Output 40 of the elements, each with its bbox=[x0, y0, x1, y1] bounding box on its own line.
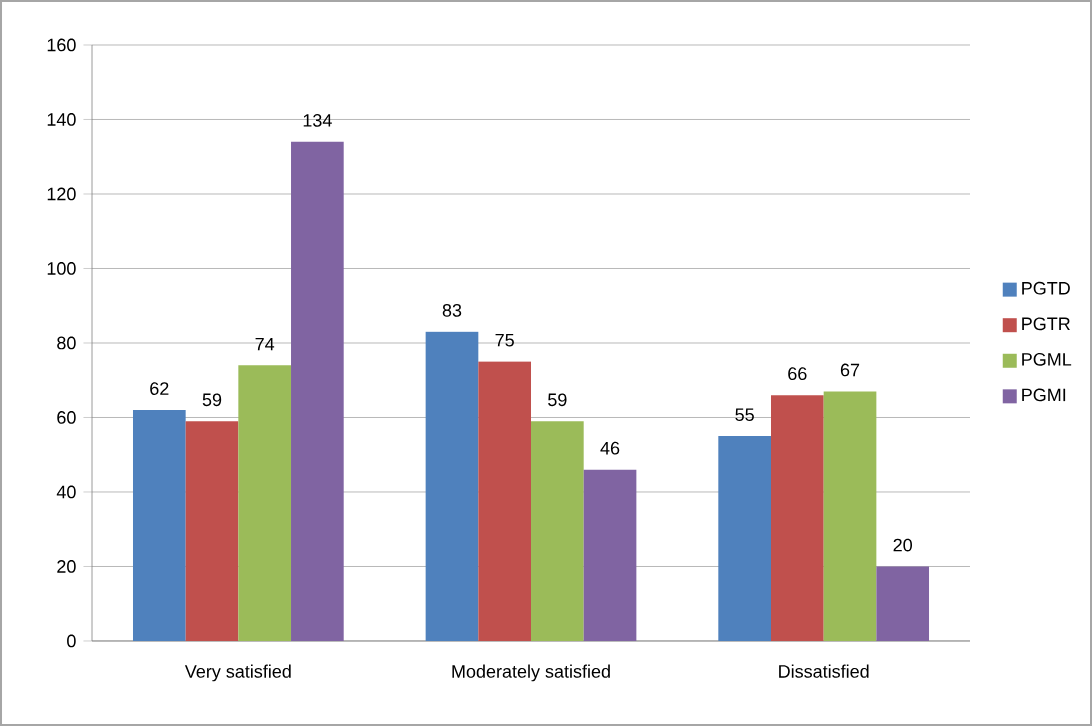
bar bbox=[291, 141, 344, 641]
bar bbox=[771, 395, 824, 641]
bar bbox=[823, 391, 877, 641]
data-label: 134 bbox=[303, 114, 332, 127]
data-label: 62 bbox=[150, 382, 169, 395]
data-label: 66 bbox=[788, 367, 807, 381]
x-tick-label: Moderately satisfied bbox=[452, 664, 610, 682]
bar bbox=[876, 566, 930, 641]
data-label: 83 bbox=[442, 303, 462, 317]
y-tick-label: 80 bbox=[57, 336, 76, 350]
bar bbox=[185, 421, 239, 641]
y-tick-label: 20 bbox=[57, 560, 76, 573]
legend-label: PGTD bbox=[1022, 281, 1070, 295]
bar bbox=[478, 361, 532, 641]
bar bbox=[718, 436, 771, 641]
data-label: 67 bbox=[840, 363, 860, 377]
y-tick-label: 40 bbox=[56, 485, 76, 499]
y-tick-label: 100 bbox=[47, 262, 76, 275]
y-tick-label: 120 bbox=[47, 187, 76, 201]
data-label: 75 bbox=[495, 333, 514, 347]
y-tick-label: 60 bbox=[57, 411, 76, 424]
x-tick-label: Dissatisfied bbox=[779, 664, 869, 678]
y-tick-label: 160 bbox=[47, 38, 76, 52]
data-label: 55 bbox=[735, 408, 754, 422]
bar bbox=[238, 365, 292, 641]
data-label: 46 bbox=[600, 441, 620, 455]
bar bbox=[425, 331, 479, 641]
legend-label: PGML bbox=[1022, 352, 1072, 366]
y-tick-label: 140 bbox=[47, 113, 76, 126]
data-label: 20 bbox=[893, 538, 913, 552]
legend-label: PGMI bbox=[1022, 388, 1066, 402]
data-label: 74 bbox=[255, 337, 275, 351]
bar bbox=[531, 421, 584, 641]
bar bbox=[132, 410, 186, 641]
y-tick-label: 0 bbox=[67, 634, 76, 648]
bar bbox=[583, 469, 637, 641]
data-label: 59 bbox=[202, 393, 222, 407]
legend-label: PGTR bbox=[1022, 317, 1070, 331]
data-label: 59 bbox=[548, 393, 567, 407]
x-tick-label: Very satisfied bbox=[184, 664, 291, 682]
